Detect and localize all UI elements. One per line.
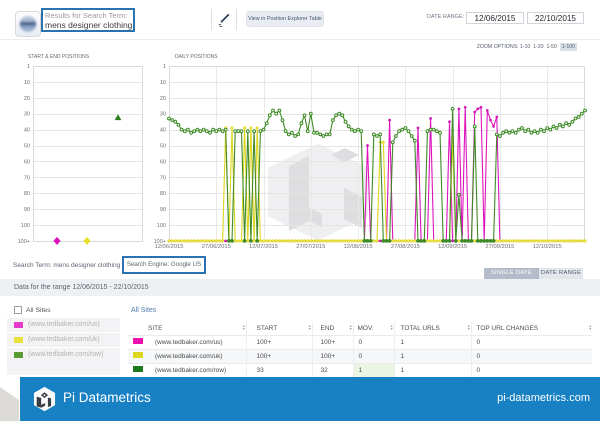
svg-text:40: 40 — [24, 128, 30, 134]
svg-text:30: 30 — [160, 112, 166, 118]
svg-text:27/08/2015: 27/08/2015 — [391, 244, 420, 250]
svg-text:90: 90 — [24, 207, 30, 213]
svg-text:10: 10 — [24, 80, 30, 86]
svg-text:12/09/2015: 12/09/2015 — [438, 244, 467, 250]
svg-text:50: 50 — [160, 144, 166, 150]
svg-text:1: 1 — [163, 64, 166, 70]
svg-text:70: 70 — [160, 175, 166, 181]
svg-text:40: 40 — [160, 128, 166, 134]
svg-text:20: 20 — [24, 96, 30, 102]
svg-text:27/06/2015: 27/06/2015 — [202, 244, 231, 250]
svg-text:12/08/2015: 12/08/2015 — [344, 244, 373, 250]
svg-text:100+: 100+ — [154, 239, 166, 245]
svg-text:20: 20 — [160, 96, 166, 102]
svg-text:100+: 100+ — [18, 239, 30, 245]
svg-text:10: 10 — [160, 80, 166, 86]
svg-text:30: 30 — [24, 112, 30, 118]
svg-text:27/09/2015: 27/09/2015 — [485, 244, 514, 250]
svg-text:100: 100 — [157, 223, 166, 229]
svg-text:12/10/2015: 12/10/2015 — [533, 244, 562, 250]
svg-text:100: 100 — [21, 223, 30, 229]
svg-text:27/07/2015: 27/07/2015 — [296, 244, 325, 250]
svg-text:60: 60 — [24, 159, 30, 165]
svg-text:90: 90 — [160, 207, 166, 213]
svg-text:1: 1 — [27, 64, 30, 70]
svg-text:12/06/2015: 12/06/2015 — [154, 244, 183, 250]
svg-text:80: 80 — [24, 191, 30, 197]
svg-text:12/07/2015: 12/07/2015 — [249, 244, 278, 250]
svg-text:50: 50 — [24, 144, 30, 150]
svg-text:60: 60 — [160, 159, 166, 165]
svg-text:70: 70 — [24, 175, 30, 181]
svg-text:80: 80 — [160, 191, 166, 197]
